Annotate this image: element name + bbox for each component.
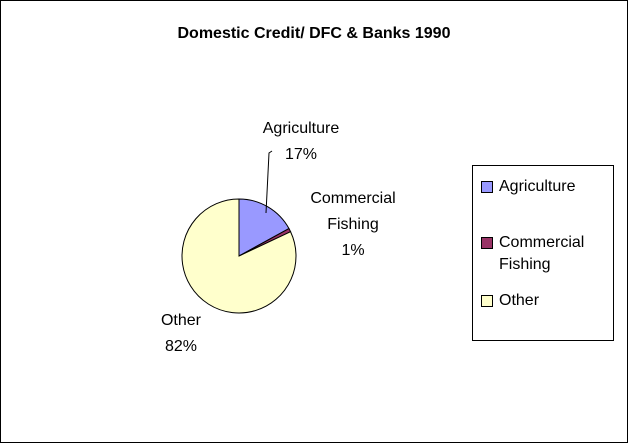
- data-label: Agriculture 17%: [241, 116, 361, 168]
- data-label-value: 17%: [284, 146, 318, 163]
- data-label: Commercial Fishing 1%: [293, 186, 413, 264]
- chart-title: Domestic Credit/ DFC & Banks 1990: [177, 25, 451, 42]
- data-label-name: Other: [160, 312, 201, 329]
- pie-slice: [181, 198, 297, 314]
- legend: Agriculture Commercial Fishing Other: [472, 165, 614, 341]
- data-label: Other 82%: [121, 308, 241, 360]
- data-label-name: Agriculture: [262, 120, 340, 137]
- data-label-name: Commercial Fishing: [310, 190, 396, 233]
- legend-swatch: [481, 295, 493, 307]
- legend-text: Agriculture: [499, 178, 576, 195]
- pie-slice: [238, 198, 290, 257]
- legend-text: Other: [499, 292, 540, 309]
- legend-swatch: [481, 237, 493, 249]
- legend-text: Commercial Fishing: [499, 234, 585, 273]
- data-label-value: 1%: [341, 242, 365, 259]
- legend-swatch: [481, 181, 493, 193]
- leader-line: [265, 150, 273, 214]
- data-label-value: 82%: [164, 338, 198, 355]
